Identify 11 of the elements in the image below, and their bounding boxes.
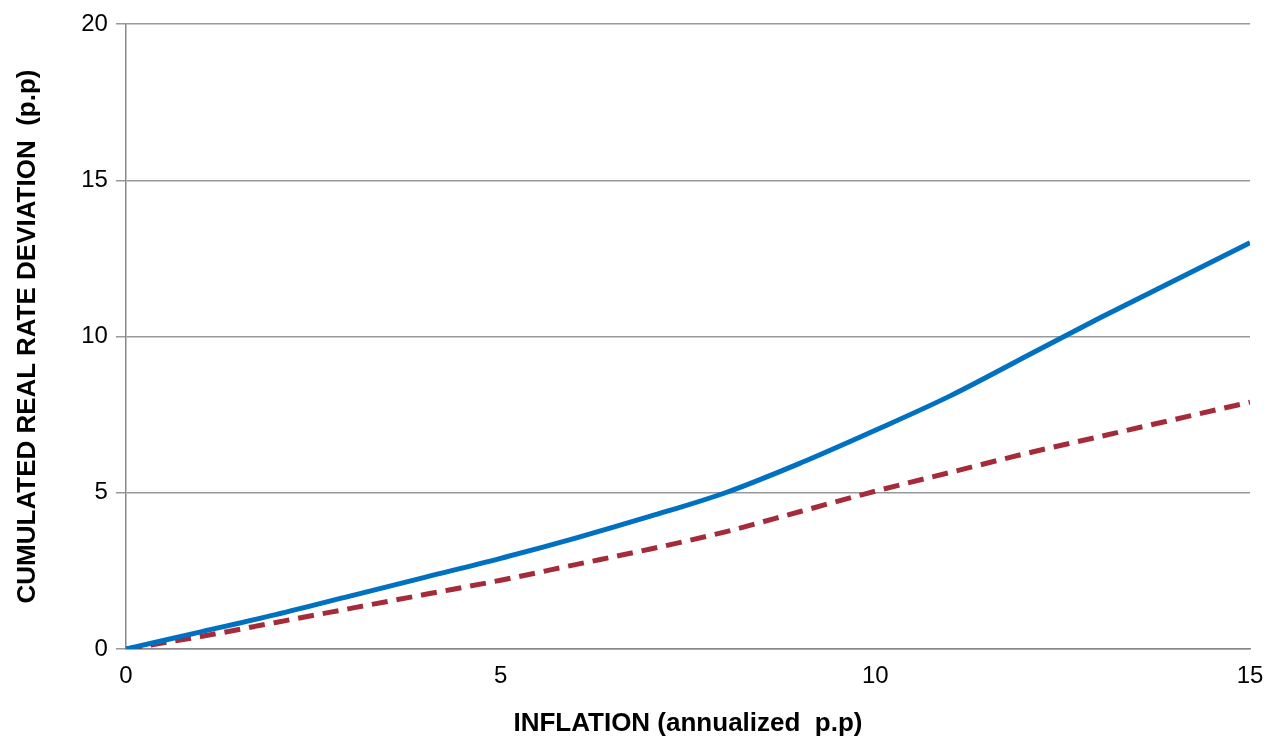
x-tick-label: 5 xyxy=(493,661,508,689)
y-tick-label: 15 xyxy=(81,164,108,192)
x-axis-title: INFLATION (annualized p.p) xyxy=(513,706,863,737)
x-tick-label: 10 xyxy=(861,661,889,689)
y-tick-label: 5 xyxy=(94,477,108,505)
y-axis-title: CUMULATED REAL RATE DEVIATION (p.p) xyxy=(10,69,41,604)
x-tick-label: 15 xyxy=(1236,661,1264,689)
y-tick-label: 0 xyxy=(94,633,108,661)
y-tick-label: 20 xyxy=(81,8,108,36)
y-tick-label: 10 xyxy=(81,321,108,349)
x-tick-label: 0 xyxy=(119,661,133,689)
